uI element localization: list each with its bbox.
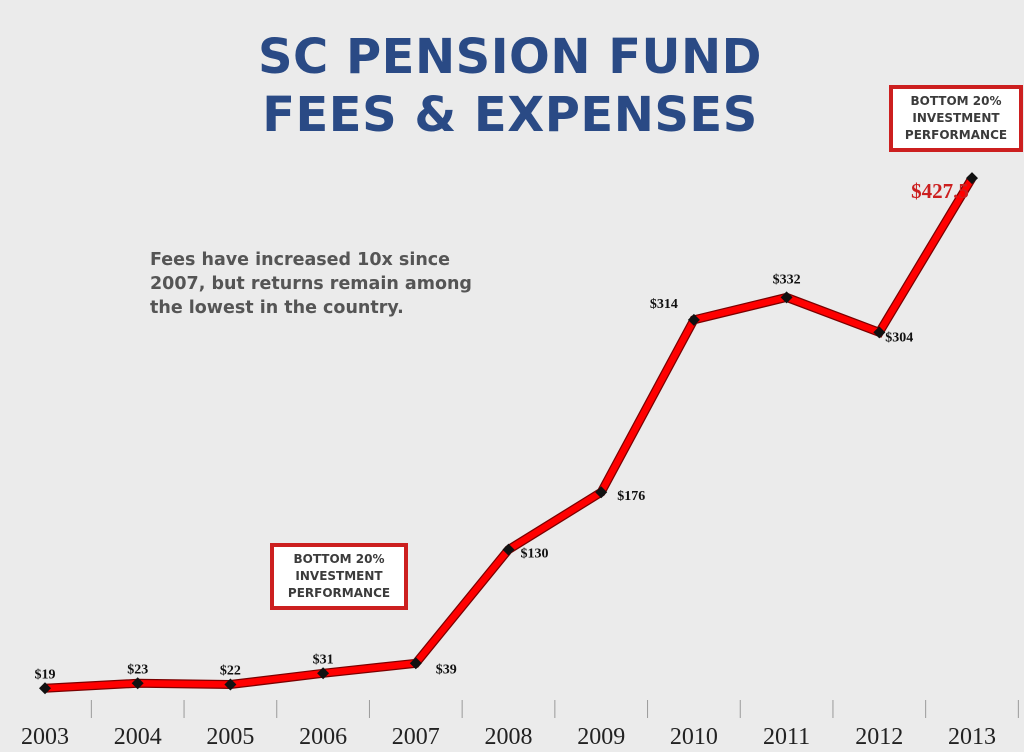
chart-title-line-1: SC PENSION FUND bbox=[257, 29, 763, 85]
x-tick-label: 2011 bbox=[763, 724, 810, 750]
data-point-marker bbox=[39, 682, 51, 695]
data-point-marker bbox=[317, 667, 330, 680]
x-tick-label: 2010 bbox=[670, 724, 718, 750]
callout-left-line-2: INVESTMENT bbox=[295, 569, 383, 583]
data-point-marker bbox=[131, 677, 144, 690]
data-label-highlight: $427.5 bbox=[911, 179, 969, 203]
x-tick-label: 2009 bbox=[577, 724, 625, 750]
callout-left-line-1: BOTTOM 20% bbox=[293, 552, 385, 566]
chart-title: SC PENSION FUND FEES & EXPENSES bbox=[150, 28, 870, 144]
x-axis: 2003 2004 2005 2006 2007 2008 2009 2010 2011 2012… bbox=[21, 700, 1019, 750]
data-label: $304 bbox=[885, 330, 913, 345]
data-label: $314 bbox=[650, 297, 678, 312]
callout-right-line-2: INVESTMENT bbox=[912, 111, 1000, 125]
callout-bottom-20-left: BOTTOM 20% INVESTMENT PERFORMANCE bbox=[270, 543, 408, 610]
data-point-marker bbox=[409, 657, 422, 670]
x-tick-label: 2004 bbox=[114, 724, 162, 750]
x-tick-label: 2008 bbox=[485, 724, 533, 750]
data-label: $332 bbox=[773, 272, 801, 287]
data-point-marker bbox=[966, 172, 978, 185]
data-point-marker bbox=[595, 486, 608, 499]
data-label: $130 bbox=[521, 547, 549, 562]
chart-annotation: Fees have increased 10x since 2007, but … bbox=[150, 250, 472, 318]
x-tick-label: 2007 bbox=[392, 724, 440, 750]
x-tick-label: 2005 bbox=[206, 724, 254, 750]
data-label: $176 bbox=[617, 489, 645, 504]
series-line-path bbox=[44, 176, 975, 692]
x-tick-label: 2003 bbox=[21, 724, 69, 750]
series-line bbox=[44, 175, 976, 693]
data-point-marker bbox=[224, 678, 237, 691]
data-label: $31 bbox=[313, 652, 334, 667]
data-label: $19 bbox=[35, 667, 56, 682]
callout-right-line-3: PERFORMANCE bbox=[904, 128, 1008, 142]
x-tick-label: 2006 bbox=[299, 724, 347, 750]
data-markers bbox=[39, 172, 978, 695]
data-label: $22 bbox=[220, 664, 241, 679]
data-label: $39 bbox=[436, 662, 457, 677]
data-labels: $19 $23 $22 $31 $39 $130 $176 $314 $332 $304 $427.… bbox=[35, 179, 969, 682]
data-point-marker bbox=[873, 326, 886, 339]
callout-bottom-20-right: BOTTOM 20% INVESTMENT PERFORMANCE bbox=[889, 85, 1023, 152]
callout-right-line-1: BOTTOM 20% bbox=[910, 94, 1002, 108]
data-point-marker bbox=[780, 291, 793, 304]
data-point-marker bbox=[687, 313, 700, 326]
data-label: $23 bbox=[127, 662, 148, 677]
series-line-outline bbox=[44, 175, 976, 693]
chart-title-line-2: FEES & EXPENSES bbox=[262, 87, 758, 143]
x-tick-label: 2012 bbox=[855, 724, 903, 750]
data-point-marker bbox=[502, 543, 515, 556]
callout-left-line-3: PERFORMANCE bbox=[287, 586, 391, 600]
x-tick-label: 2013 bbox=[948, 724, 996, 750]
